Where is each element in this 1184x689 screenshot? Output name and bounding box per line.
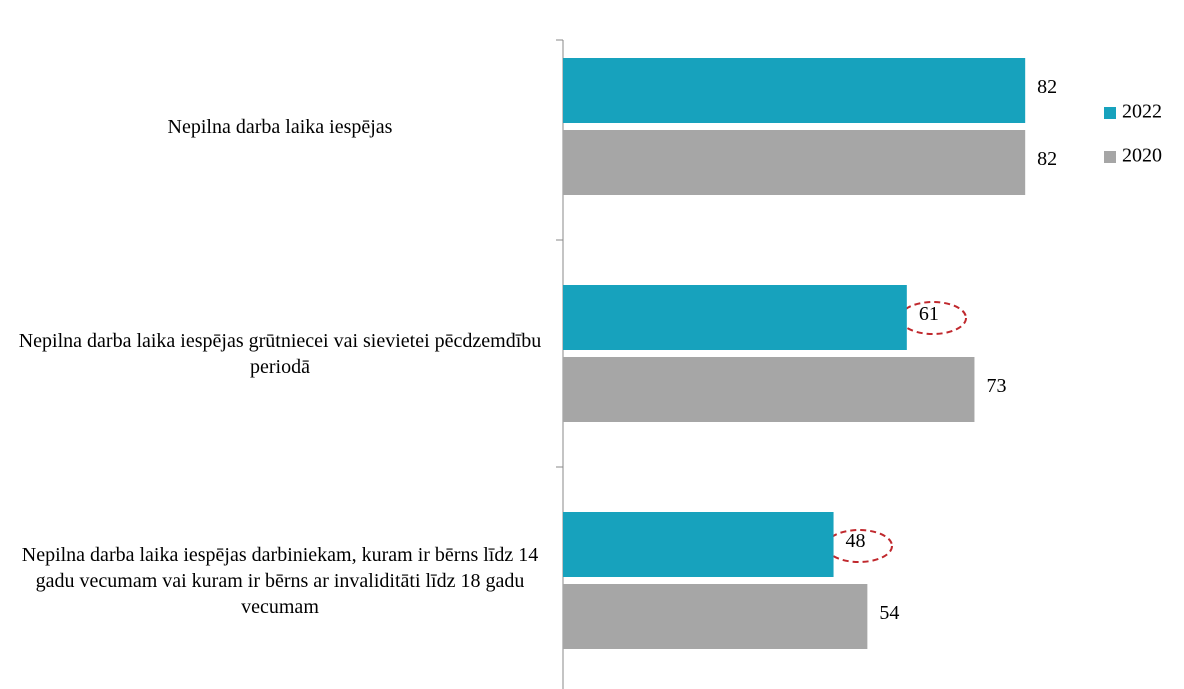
category-label: Nepilna darba laika iespējas darbiniekam… [21,543,539,618]
value-label: 54 [879,602,899,624]
category-label: Nepilna darba laika iespējas [167,115,393,138]
bar [563,512,834,577]
value-label: 82 [1037,148,1057,170]
bar [563,584,868,649]
category-label: Nepilna darba laika iespējas grūtniecei … [18,329,542,378]
legend-swatch [1104,107,1116,119]
value-label: 73 [986,375,1006,397]
bar [563,285,907,350]
bar [563,357,975,422]
legend-label: 2022 [1122,101,1162,123]
value-label: 82 [1037,76,1057,98]
highlight-ellipse [899,301,967,335]
highlight-ellipse [825,529,893,563]
legend-label: 2020 [1122,145,1162,167]
bar [563,130,1026,195]
legend-swatch [1104,151,1116,163]
value-label: 61 [919,303,939,325]
value-label: 48 [846,530,866,552]
bar [563,58,1026,123]
